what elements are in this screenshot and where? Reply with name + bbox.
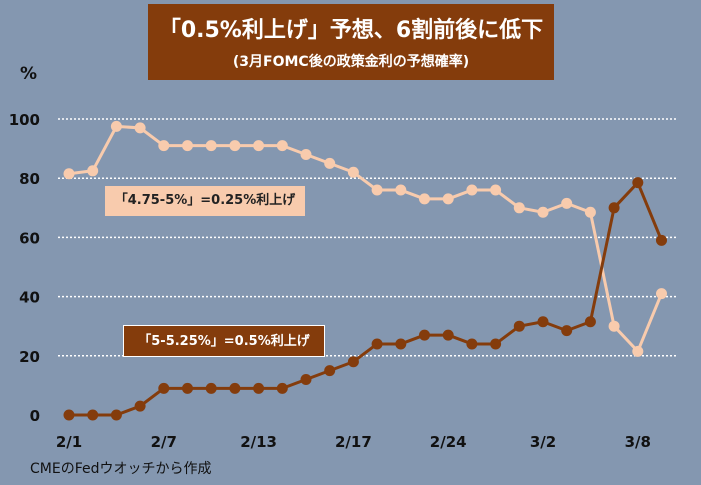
data-point-light (63, 168, 75, 180)
data-point-light (134, 122, 146, 134)
data-point-light (513, 202, 525, 214)
data-point-light (608, 320, 620, 332)
y-tick-label: 20 (19, 348, 40, 366)
x-tick-label: 2/1 (56, 433, 82, 451)
x-tick-label: 2/13 (240, 433, 277, 451)
series-line-light (68, 124, 663, 353)
data-point-dark (395, 338, 407, 350)
x-tick-label: 3/2 (530, 433, 556, 451)
data-point-dark (182, 382, 193, 394)
data-point-light (110, 120, 122, 132)
data-point-light (205, 140, 217, 152)
data-point-light (87, 165, 99, 177)
data-point-dark (419, 329, 430, 341)
data-point-light (158, 140, 170, 152)
data-point-light (442, 193, 454, 205)
data-point-dark (584, 316, 596, 328)
y-tick-label: 100 (9, 111, 40, 129)
chart-subtitle: (3月FOMC後の政策金利の予想確率) (232, 54, 470, 70)
data-point-dark (347, 356, 359, 368)
data-point-dark (205, 382, 217, 394)
data-point-light (229, 140, 241, 152)
x-tick-label: 3/8 (625, 433, 651, 451)
y-tick-label: 0 (30, 407, 40, 425)
data-point-light (276, 140, 288, 152)
data-point-light (419, 193, 430, 205)
data-point-dark (324, 365, 336, 377)
data-point-dark (63, 409, 75, 421)
y-tick-label: 60 (19, 229, 40, 247)
data-point-light (300, 149, 312, 161)
data-point-dark (537, 316, 549, 328)
data-point-light (632, 345, 644, 357)
data-point-dark (87, 409, 99, 421)
data-point-light (395, 184, 407, 196)
data-point-dark (608, 202, 620, 214)
source-note: CMEのFedウオッチから作成 (30, 461, 212, 477)
data-point-dark (371, 338, 383, 350)
data-point-dark (276, 382, 288, 394)
data-point-dark (253, 382, 265, 394)
data-point-dark (300, 373, 312, 385)
data-point-dark (490, 338, 502, 350)
data-point-dark (134, 400, 146, 412)
y-tick-label: 80 (19, 170, 40, 188)
data-point-light (371, 184, 383, 196)
data-point-dark (513, 320, 525, 332)
data-point-dark (466, 338, 478, 350)
y-axis-unit: % (20, 64, 38, 84)
y-tick-label: 40 (19, 289, 40, 307)
series-label-dark: 「5-5.25%」=0.5%利上げ (123, 325, 325, 357)
data-point-dark (229, 382, 241, 394)
data-point-dark (158, 382, 170, 394)
data-point-dark (656, 234, 667, 246)
series-line-dark (69, 181, 663, 417)
title-box: 「0.5%利上げ」予想、6割前後に低下 (3月FOMC後の政策金利の予想確率) (148, 4, 554, 80)
x-tick-label: 2/24 (430, 433, 467, 451)
data-point-light (466, 184, 478, 196)
data-point-light (490, 184, 502, 196)
data-point-dark (561, 325, 573, 337)
data-point-light (253, 140, 265, 152)
data-point-light (324, 157, 336, 169)
data-point-dark (632, 177, 644, 189)
data-point-light (584, 206, 596, 218)
data-point-light (561, 197, 573, 209)
x-tick-label: 2/7 (151, 433, 177, 451)
data-point-light (182, 140, 193, 152)
data-point-dark (442, 329, 454, 341)
x-tick-label: 2/17 (335, 433, 372, 451)
data-point-light (537, 206, 549, 218)
series-label-light: 「4.75-5%」=0.25%利上げ (105, 186, 305, 216)
data-point-light (656, 288, 667, 300)
data-point-light (347, 166, 359, 178)
chart-title: 「0.5%利上げ」予想、6割前後に低下 (158, 18, 544, 43)
data-point-dark (110, 409, 122, 421)
